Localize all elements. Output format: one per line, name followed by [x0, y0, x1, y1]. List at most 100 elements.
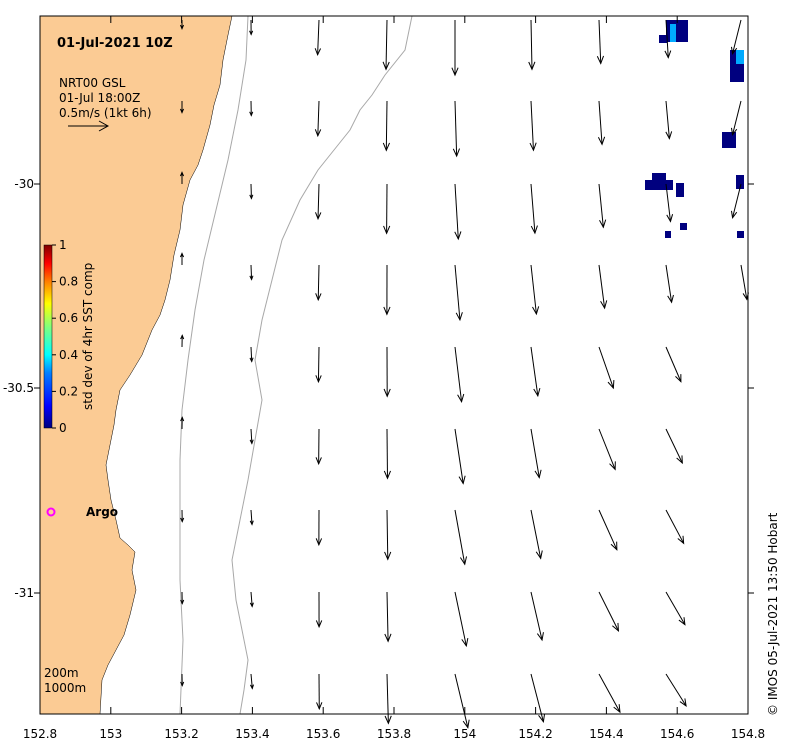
- current-vector: [598, 346, 615, 390]
- colorbar-tick-label: 0.8: [59, 275, 78, 289]
- current-vector: [384, 509, 392, 561]
- current-vector: [454, 673, 470, 729]
- current-vector: [530, 183, 538, 235]
- current-vector: [665, 591, 686, 626]
- current-vector: [180, 334, 185, 348]
- current-vector: [383, 346, 391, 398]
- current-vector: [180, 509, 185, 523]
- legend-arrow-head: [98, 120, 110, 132]
- x-tick-label: 154.8: [731, 727, 765, 741]
- x-tick-label: 152.8: [23, 727, 57, 741]
- x-tick-label: 153: [99, 727, 122, 741]
- current-vector: [597, 100, 606, 146]
- isobath-1000m-line: [231, 15, 413, 715]
- current-vector: [530, 591, 544, 642]
- current-vector: [249, 183, 254, 200]
- land-mass: [39, 15, 233, 715]
- sst-patch: [737, 231, 744, 238]
- current-vector: [530, 428, 542, 479]
- x-tick-label: 153.8: [377, 727, 411, 741]
- current-vector: [454, 509, 468, 566]
- y-tick-label: -31: [14, 586, 34, 600]
- argo-marker: Argo: [46, 505, 118, 519]
- current-vector: [249, 346, 254, 363]
- current-vector: [598, 264, 608, 310]
- isobath-lines: [179, 15, 413, 715]
- y-tick-labels: -30 -30.5 -31: [3, 177, 34, 600]
- current-vector: [598, 428, 616, 471]
- y-tick-label: -30: [14, 177, 34, 191]
- current-vector: [454, 264, 463, 322]
- current-vector: [383, 428, 391, 480]
- isobath-legend-1000m: 1000m: [44, 681, 86, 695]
- current-vector: [315, 509, 323, 547]
- sst-patch: [736, 50, 744, 64]
- current-vector: [454, 428, 466, 485]
- colorbar-gradient: [43, 244, 53, 429]
- sst-patch: [676, 183, 684, 197]
- current-vector: [249, 100, 254, 117]
- x-tick-label: 154.6: [660, 727, 694, 741]
- current-vector: [730, 183, 742, 220]
- current-vector: [180, 591, 185, 605]
- current-vector: [179, 171, 185, 184]
- current-vector: [665, 509, 685, 545]
- argo-float-icon: [46, 507, 56, 517]
- sst-patch: [670, 24, 676, 42]
- current-vector: [664, 19, 672, 59]
- colorbar-ticks: 0 0.2 0.4 0.6 0.8 1: [52, 238, 78, 435]
- colorbar: 0 0.2 0.4 0.6 0.8 1 std dev of 4hr SST comp: [43, 238, 95, 435]
- current-vector: [730, 19, 742, 56]
- current-vector: [451, 20, 459, 77]
- current-vector: [665, 346, 682, 383]
- current-vector: [249, 428, 254, 445]
- current-vector: [665, 264, 674, 304]
- current-vector: [530, 509, 543, 560]
- sst-variability-patches: [645, 20, 744, 238]
- current-vectors: [179, 19, 749, 729]
- current-vector: [316, 673, 323, 711]
- colorbar-tick-label: 0.6: [59, 311, 78, 325]
- current-vector: [249, 264, 254, 281]
- current-vector: [179, 101, 185, 114]
- current-vector: [452, 100, 461, 158]
- current-vector: [314, 100, 322, 138]
- current-vector: [383, 183, 391, 235]
- legend-time: 01-Jul 18:00Z: [59, 91, 140, 105]
- current-vector: [249, 509, 254, 526]
- current-vector: [314, 19, 322, 57]
- colorbar-tick-label: 1: [59, 238, 67, 252]
- current-vector: [384, 673, 392, 725]
- current-vector: [596, 19, 605, 65]
- current-vector: [454, 591, 469, 648]
- current-vector: [180, 673, 185, 687]
- current-vector: [454, 183, 462, 241]
- current-vector: [249, 673, 254, 690]
- x-tick-label: 154: [453, 727, 476, 741]
- current-vector: [665, 673, 687, 707]
- current-vector: [383, 264, 391, 316]
- current-vector: [730, 100, 742, 137]
- current-vector: [530, 264, 540, 316]
- argo-label: Argo: [86, 505, 118, 519]
- current-vector: [315, 428, 322, 466]
- current-vector: [529, 100, 537, 152]
- x-tick-label: 154.4: [589, 727, 623, 741]
- colorbar-tick-label: 0.2: [59, 384, 78, 398]
- colorbar-label: std dev of 4hr SST comp: [81, 263, 95, 410]
- current-vector: [315, 346, 322, 384]
- current-vector: [530, 346, 541, 398]
- sst-patch: [652, 173, 666, 181]
- x-tick-label: 153.4: [235, 727, 269, 741]
- sst-patch: [736, 175, 744, 189]
- sst-patch: [722, 132, 736, 148]
- sst-patch: [665, 231, 671, 238]
- x-tick-label: 154.2: [518, 727, 552, 741]
- current-vector: [249, 19, 254, 36]
- legend-scale: 0.5m/s (1kt 6h): [59, 106, 152, 120]
- y-tick-label: -30.5: [3, 381, 34, 395]
- current-vector: [598, 183, 607, 229]
- x-tick-labels: 152.8 153 153.2 153.4 153.6 153.8 154 154.2 154.…: [23, 727, 765, 741]
- colorbar-tick-label: 0: [59, 421, 67, 435]
